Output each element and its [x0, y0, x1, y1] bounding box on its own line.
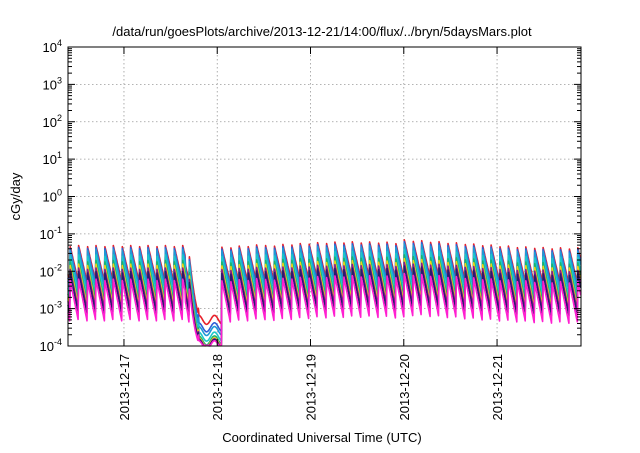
series-line-ch8: [67, 265, 582, 347]
series-line-ch4: [67, 248, 582, 342]
y-tick-label: 103: [43, 75, 62, 92]
x-axis: 2013-12-17 2013-12-18 2013-12-19 2013-12-20…: [117, 47, 505, 421]
series-line-ch9: [67, 272, 582, 347]
y-axis: 104 103 102 101 100 10-1 10-2 10-3 10-4: [40, 38, 581, 354]
y-tick-label: 102: [43, 113, 62, 130]
x-tick-label: 2013-12-17: [117, 354, 132, 421]
y-tick-label: 100: [43, 188, 62, 205]
x-tick-label: 2013-12-20: [397, 354, 412, 421]
x-tick-label: 2013-12-19: [304, 354, 319, 421]
x-tick-label: 2013-12-18: [210, 354, 225, 421]
y-tick-label: 104: [43, 38, 62, 55]
y-tick-label: 10-3: [40, 300, 62, 317]
series-layer: [67, 239, 582, 347]
x-tick-label: 2013-12-21: [490, 354, 505, 421]
chart-title: /data/run/goesPlots/archive/2013-12-21/1…: [112, 24, 532, 39]
series-line-ch3: [67, 242, 582, 337]
y-tick-label: 10-4: [40, 337, 62, 354]
y-tick-label: 10-2: [40, 262, 62, 279]
y-tick-label: 101: [43, 150, 62, 167]
x-axis-label: Coordinated Universal Time (UTC): [222, 430, 421, 445]
y-tick-label: 10-1: [40, 225, 62, 242]
y-axis-label: cGy/day: [8, 172, 23, 220]
